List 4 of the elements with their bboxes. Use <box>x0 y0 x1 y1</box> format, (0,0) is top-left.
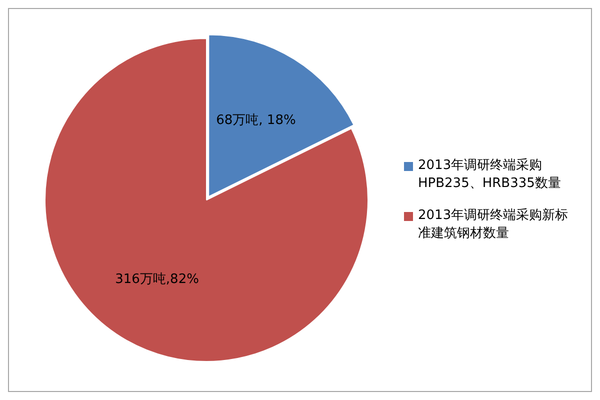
data-label: 68万吨, 18% <box>216 112 296 128</box>
legend-label: 2013年调研终端采购新标准建筑钢材数量 <box>418 207 570 243</box>
legend-label: 2013年调研终端采购HPB235、HRB335数量 <box>418 157 562 193</box>
data-label: 316万吨,82% <box>115 272 199 287</box>
